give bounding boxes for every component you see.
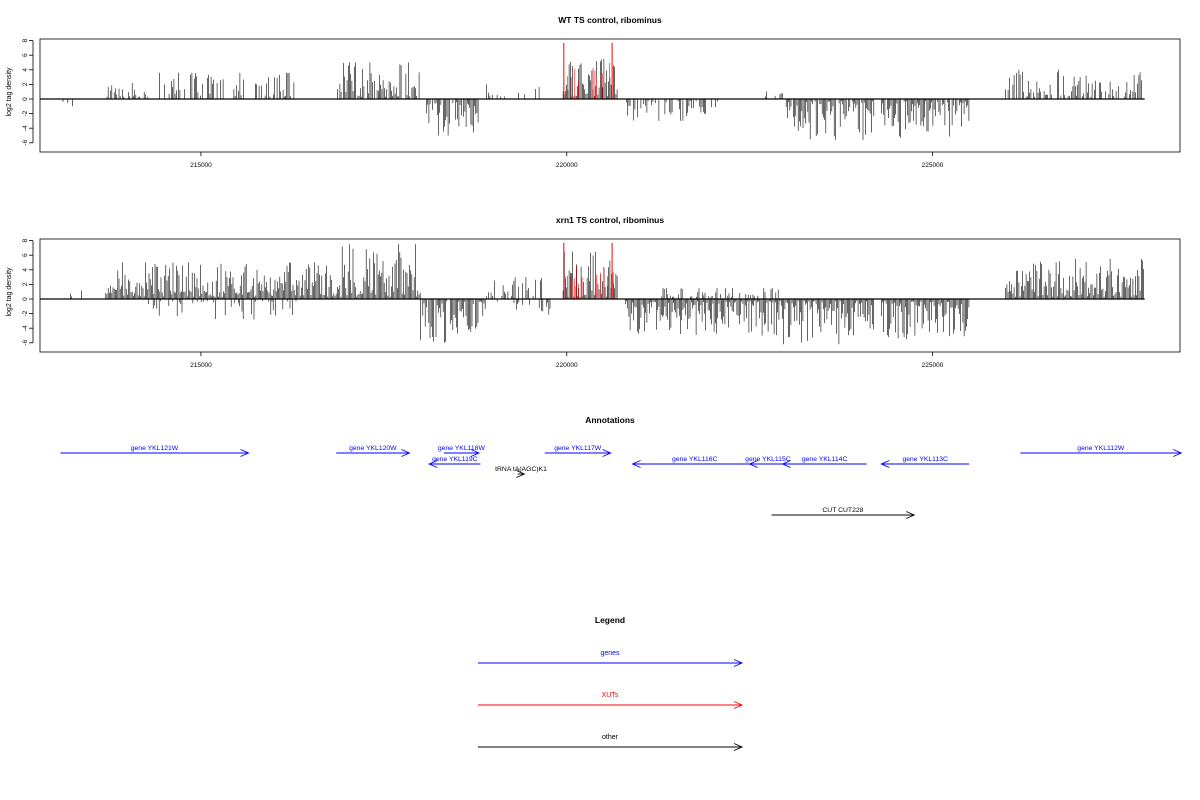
arrowhead [733, 659, 744, 667]
feature: CUT CUT228 [771, 507, 916, 519]
legend-item: genes [478, 650, 744, 667]
arrowhead [781, 460, 791, 468]
plot-frame [39, 238, 1181, 353]
feature: gene YKL116C [631, 456, 757, 468]
arrowhead [401, 449, 411, 457]
arrowhead [602, 449, 612, 457]
arrowhead [470, 449, 481, 457]
y-tick-label: 0 [22, 297, 29, 301]
feature-label: gene YKL113C [902, 456, 948, 463]
arrowhead [880, 460, 890, 468]
legend-items: genes XUTs other [478, 650, 744, 751]
feature: gene YKL117W [544, 445, 612, 457]
y-tick-label: -6 [22, 340, 29, 346]
x-tick-label: 220000 [556, 362, 578, 369]
x-tick-label: 220000 [556, 162, 578, 169]
feature-label: gene YKL117W [554, 445, 602, 452]
arrowhead [748, 460, 758, 468]
legend-item: other [478, 734, 744, 751]
feature-list: gene YKL121W gene YKL120W gene YKL118W gene… [60, 445, 1183, 519]
x-axis: 215000 220000 225000 [190, 152, 944, 169]
legend-label: other [602, 734, 619, 741]
annotations-title: Annotations [585, 415, 635, 425]
y-tick-label: 2 [22, 282, 29, 286]
xrn1-track-panel: xrn1 TS control, ribominus log2 tag dens… [6, 215, 1181, 369]
bar-series [62, 58, 1142, 140]
y-tick-label: -4 [22, 325, 29, 331]
feature: gene YKL113C [880, 456, 970, 468]
y-tick-label: 8 [22, 238, 29, 242]
y-tick-label: -4 [22, 125, 29, 131]
y-tick-label: 0 [22, 97, 29, 101]
y-tick-label: 8 [22, 38, 29, 42]
y-axis-label: log2 tag density [6, 67, 13, 117]
feature-label: gene YKL121W [131, 445, 179, 452]
feature-label: gene YKL112W [1077, 445, 1125, 452]
bar-series [70, 244, 1144, 345]
feature-label: gene YKL118W [438, 445, 486, 452]
legend-label: XUTs [602, 692, 619, 699]
arrowhead [516, 470, 526, 478]
x-tick-label: 225000 [922, 162, 944, 169]
arrowhead [733, 701, 744, 709]
y-tick-label: -2 [22, 310, 29, 316]
legend-label: genes [600, 650, 620, 657]
feature-label: gene YKL120W [349, 445, 397, 452]
feature-label: CUT CUT228 [822, 507, 863, 514]
arrowhead [1173, 449, 1183, 457]
feature: gene YKL121W [60, 445, 250, 457]
x-tick-label: 215000 [190, 162, 212, 169]
y-tick-label: -6 [22, 140, 29, 146]
y-axis-label: log2 tag density [6, 267, 13, 317]
feature-label: gene YKL119C [432, 456, 478, 463]
arrowhead [631, 460, 641, 468]
arrowhead [906, 511, 916, 519]
plot-frame [39, 38, 1181, 153]
y-tick-label: -2 [22, 110, 29, 116]
arrowhead [240, 449, 250, 457]
y-tick-label: 2 [22, 82, 29, 86]
legend-item: XUTs [478, 692, 744, 709]
x-axis: 215000 220000 225000 [190, 352, 944, 369]
feature-label: gene YKL116C [672, 456, 718, 463]
legend-title: Legend [595, 615, 625, 625]
y-axis: -6 -4 -2 0 2 4 6 8 [22, 238, 34, 346]
feature: tRNA tA(AGC)K1 [495, 466, 547, 478]
spike-series [563, 42, 613, 99]
annotations-panel: Annotations gene YKL121W gene YKL120W gene… [60, 415, 1183, 519]
spike-series [563, 242, 614, 299]
feature-label: gene YKL114C [802, 456, 848, 463]
panel-title: xrn1 TS control, ribominus [556, 215, 664, 225]
feature: gene YKL118W [438, 445, 486, 457]
feature-label: tRNA tA(AGC)K1 [495, 466, 547, 473]
y-tick-label: 6 [22, 253, 29, 257]
arrowhead [733, 743, 744, 751]
x-tick-label: 215000 [190, 362, 212, 369]
feature: gene YKL120W [336, 445, 411, 457]
feature: gene YKL115C [745, 456, 791, 468]
panel-title: WT TS control, ribominus [558, 15, 662, 25]
legend-panel: Legend genes XUTs other [478, 615, 744, 751]
wt-track-panel: WT TS control, ribominus log2 tag densit… [6, 15, 1181, 169]
y-tick-label: 4 [22, 268, 29, 272]
y-axis: -6 -4 -2 0 2 4 6 8 [22, 38, 34, 146]
feature: gene YKL112W [1020, 445, 1183, 457]
arrowhead [428, 460, 438, 468]
x-tick-label: 225000 [922, 362, 944, 369]
feature-label: gene YKL115C [745, 456, 791, 463]
feature: gene YKL119C [428, 456, 481, 468]
y-tick-label: 4 [22, 68, 29, 72]
y-tick-label: 6 [22, 53, 29, 57]
feature: gene YKL114C [781, 456, 867, 468]
